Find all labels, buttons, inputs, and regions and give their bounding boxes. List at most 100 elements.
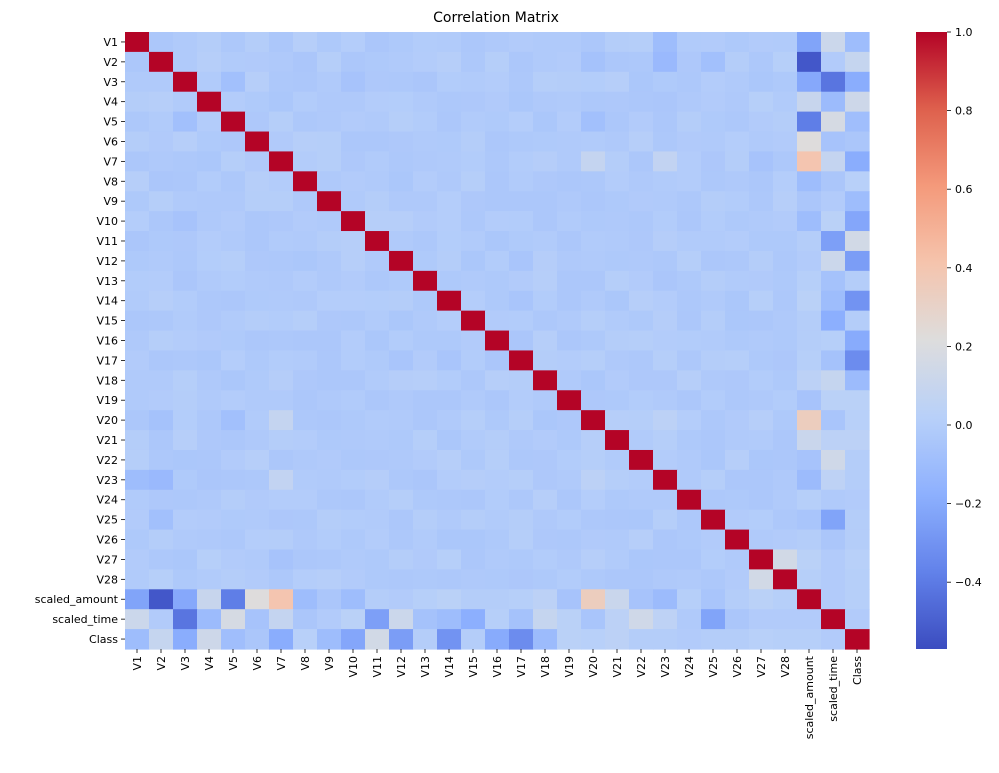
- heatmap-cell: [365, 529, 390, 551]
- heatmap-cell: [773, 370, 798, 391]
- heatmap-cell: [437, 231, 462, 252]
- heatmap-cell: [293, 111, 318, 133]
- heatmap-cell: [125, 549, 150, 570]
- heatmap-cell: [725, 250, 750, 272]
- heatmap-cell: [653, 509, 678, 531]
- heatmap-cell: [173, 330, 198, 352]
- heatmap-cell: [461, 509, 486, 531]
- heatmap-cell: [461, 250, 486, 272]
- heatmap-cell: [797, 211, 822, 232]
- heatmap-cell: [581, 51, 606, 73]
- heatmap-cell: [509, 131, 534, 153]
- heatmap-cell: [269, 171, 294, 192]
- heatmap-cell: [221, 589, 246, 610]
- heatmap-cell: [317, 290, 342, 312]
- heatmap-cell: [365, 410, 390, 431]
- x-tick-label: V15: [467, 656, 480, 678]
- heatmap-cell: [125, 151, 150, 172]
- heatmap-cell: [293, 171, 318, 192]
- heatmap-cell: [365, 609, 390, 630]
- heatmap-cell: [533, 250, 558, 272]
- heatmap-cell: [437, 290, 462, 312]
- heatmap-cell: [653, 250, 678, 272]
- heatmap-cell: [629, 430, 654, 451]
- heatmap-cell: [149, 151, 174, 172]
- heatmap-cell: [701, 509, 726, 531]
- heatmap-cell: [149, 71, 174, 93]
- heatmap-cell: [629, 171, 654, 192]
- heatmap-cell: [749, 211, 774, 232]
- colorbar-tick-label: −0.2: [955, 498, 982, 511]
- heatmap-cell: [269, 390, 294, 411]
- heatmap-cell: [197, 231, 222, 252]
- heatmap-cell: [461, 410, 486, 431]
- heatmap-cell: [509, 151, 534, 172]
- heatmap-cell: [701, 51, 726, 73]
- heatmap-cell: [605, 211, 630, 232]
- heatmap-cell: [221, 390, 246, 411]
- heatmap-cell: [797, 609, 822, 630]
- heatmap-cell: [581, 330, 606, 352]
- heatmap-cell: [269, 270, 294, 292]
- heatmap-cell: [677, 589, 702, 610]
- heatmap-cell: [677, 469, 702, 491]
- heatmap-cell: [797, 410, 822, 431]
- heatmap-cell: [581, 589, 606, 610]
- heatmap-cell: [125, 609, 150, 630]
- heatmap-cell: [797, 51, 822, 73]
- heatmap-cell: [149, 629, 174, 650]
- heatmap-cell: [509, 91, 534, 113]
- heatmap-cell: [533, 370, 558, 391]
- heatmap-cell: [557, 111, 582, 133]
- heatmap-cell: [365, 131, 390, 153]
- heatmap-cell: [149, 330, 174, 352]
- heatmap-cell: [173, 131, 198, 153]
- heatmap-cell: [629, 609, 654, 630]
- heatmap-cell: [341, 191, 366, 212]
- heatmap-cell: [605, 430, 630, 451]
- heatmap-cell: [173, 250, 198, 272]
- heatmap-cell: [653, 569, 678, 590]
- heatmap-cell: [845, 509, 870, 531]
- heatmap-cell: [821, 250, 846, 272]
- heatmap-cell: [821, 549, 846, 570]
- heatmap-cell: [317, 430, 342, 451]
- heatmap-cell: [653, 589, 678, 610]
- heatmap-cell: [389, 171, 414, 192]
- heatmap-cell: [221, 211, 246, 232]
- heatmap-cell: [677, 290, 702, 312]
- heatmap-cell: [173, 310, 198, 332]
- heatmap-cell: [845, 211, 870, 232]
- heatmap-cell: [845, 489, 870, 511]
- heatmap-cell: [317, 529, 342, 551]
- heatmap-cell: [149, 290, 174, 312]
- heatmap-cell: [533, 609, 558, 630]
- heatmap-cell: [821, 231, 846, 252]
- heatmap-cell: [797, 171, 822, 192]
- heatmap-cell: [269, 469, 294, 491]
- heatmap-cell: [461, 71, 486, 93]
- heatmap-cell: [365, 430, 390, 451]
- heatmap-cell: [149, 51, 174, 73]
- heatmap-cell: [797, 250, 822, 272]
- heatmap-cell: [389, 629, 414, 650]
- heatmap-cell: [365, 469, 390, 491]
- heatmap-cell: [653, 131, 678, 153]
- heatmap-cell: [725, 171, 750, 192]
- heatmap-cell: [845, 250, 870, 272]
- heatmap-cell: [797, 469, 822, 491]
- y-tick-label: V20: [96, 414, 118, 427]
- heatmap-cell: [557, 469, 582, 491]
- y-tick-label: V17: [96, 354, 118, 367]
- heatmap-cell: [413, 71, 438, 93]
- heatmap-cell: [461, 629, 486, 650]
- heatmap-cell: [389, 270, 414, 292]
- heatmap-cell: [797, 449, 822, 471]
- heatmap-cell: [773, 290, 798, 312]
- heatmap-cell: [293, 71, 318, 93]
- heatmap-cell: [293, 131, 318, 153]
- x-tick-label: V8: [299, 656, 312, 671]
- heatmap-cell: [485, 51, 510, 73]
- heatmap-cell: [437, 131, 462, 153]
- heatmap-cell: [125, 310, 150, 332]
